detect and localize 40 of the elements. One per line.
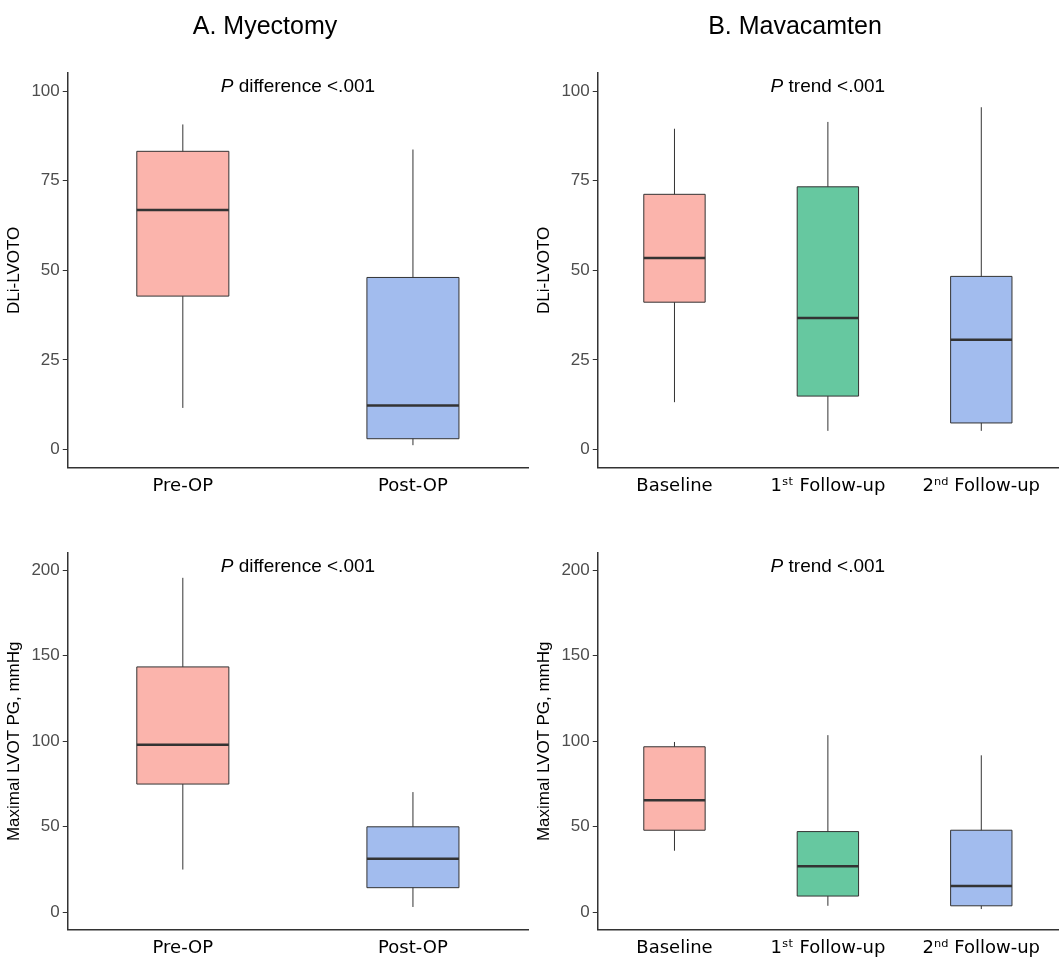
- y-axis-title: DLi-LVOTO: [3, 226, 23, 314]
- y-tick-label: 150: [561, 645, 590, 665]
- y-tick-label: 50: [40, 259, 60, 279]
- annotation: P trend <.001: [770, 75, 886, 97]
- x-tick-label: Baseline: [636, 473, 713, 495]
- y-tick-label: 75: [40, 170, 60, 190]
- y-axis-title: Maximal LVOT PG, mmHg: [3, 641, 23, 842]
- y-tick-label: 50: [570, 259, 590, 279]
- y-tick-label: 50: [570, 816, 590, 836]
- y-tick-label: 100: [561, 730, 590, 750]
- x-tick-label: Pre-OP: [152, 935, 214, 957]
- y-tick-label: 50: [40, 816, 60, 836]
- y-tick-label: 100: [31, 80, 60, 100]
- y-tick-label: 200: [31, 559, 60, 579]
- x-tick-label: Baseline: [636, 935, 713, 957]
- y-axis-title: DLi-LVOTO: [533, 226, 553, 314]
- y-tick-label: 0: [50, 901, 60, 921]
- x-tick-label: 2ⁿᵈ Follow-up: [922, 473, 1041, 495]
- x-tick-label: Post-OP: [378, 935, 448, 957]
- annotation: P difference <.001: [220, 555, 376, 577]
- y-tick-label: 0: [50, 439, 60, 459]
- y-tick-label: 25: [570, 349, 590, 369]
- y-tick-label: 150: [31, 645, 60, 665]
- annotation: P difference <.001: [220, 75, 376, 97]
- y-tick-label: 100: [31, 730, 60, 750]
- y-tick-label: 0: [580, 901, 590, 921]
- x-tick-label: Pre-OP: [152, 473, 214, 495]
- x-tick-label: 2ⁿᵈ Follow-up: [922, 935, 1041, 957]
- y-tick-label: 100: [561, 80, 590, 100]
- y-tick-label: 75: [570, 170, 590, 190]
- x-tick-label: 1ˢᵗ Follow-up: [770, 935, 886, 957]
- y-tick-label: 200: [561, 559, 590, 579]
- annotation: P trend <.001: [770, 555, 886, 577]
- y-tick-label: 25: [40, 349, 60, 369]
- y-tick-label: 0: [580, 439, 590, 459]
- x-tick-label: Post-OP: [378, 473, 448, 495]
- y-axis-title: Maximal LVOT PG, mmHg: [533, 641, 553, 842]
- chart-title: A. Myectomy: [191, 10, 339, 41]
- x-tick-label: 1ˢᵗ Follow-up: [770, 473, 886, 495]
- chart-title: B. Mavacamten: [707, 10, 883, 41]
